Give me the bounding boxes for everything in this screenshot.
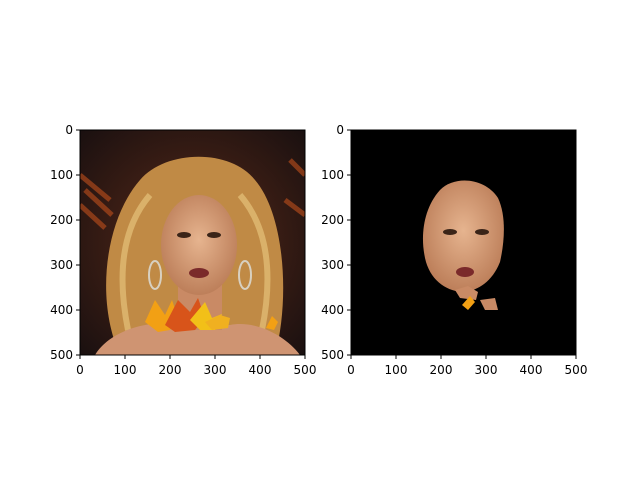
right-x-tick-label: 100 bbox=[385, 363, 408, 377]
left-y-tick-label: 300 bbox=[50, 258, 73, 272]
right-image-panel bbox=[351, 130, 576, 355]
leaf-overlay bbox=[145, 298, 278, 332]
left-x-tick-label: 0 bbox=[76, 363, 84, 377]
left-axes-frame bbox=[79, 129, 306, 356]
masked-face-shape bbox=[422, 180, 504, 292]
right-y-tick-label: 500 bbox=[321, 348, 344, 362]
left-y-tick-label: 0 bbox=[65, 123, 73, 137]
right-x-tick-label: 300 bbox=[475, 363, 498, 377]
right-x-tick-label: 500 bbox=[565, 363, 588, 377]
left-y-tick-label: 400 bbox=[50, 303, 73, 317]
left-y-tick-label: 100 bbox=[50, 168, 73, 182]
face-shape bbox=[161, 195, 237, 295]
right-x-tick-label: 400 bbox=[520, 363, 543, 377]
left-x-tick-label: 200 bbox=[159, 363, 182, 377]
right-x-tick-label: 0 bbox=[347, 363, 355, 377]
right-x-tick-label: 200 bbox=[430, 363, 453, 377]
left-x-tick-label: 400 bbox=[249, 363, 272, 377]
left-x-tick-label: 500 bbox=[294, 363, 317, 377]
right-y-tick-label: 200 bbox=[321, 213, 344, 227]
right-y-tick-label: 0 bbox=[336, 123, 344, 137]
right-y-tick-label: 300 bbox=[321, 258, 344, 272]
left-image-panel bbox=[80, 130, 305, 355]
right-y-tick-label: 100 bbox=[321, 168, 344, 182]
left-x-tick-label: 100 bbox=[114, 363, 137, 377]
left-y-tick-label: 500 bbox=[50, 348, 73, 362]
right-axes-frame bbox=[350, 129, 577, 356]
right-y-tick-label: 400 bbox=[321, 303, 344, 317]
left-y-tick-label: 200 bbox=[50, 213, 73, 227]
left-x-tick-label: 300 bbox=[204, 363, 227, 377]
